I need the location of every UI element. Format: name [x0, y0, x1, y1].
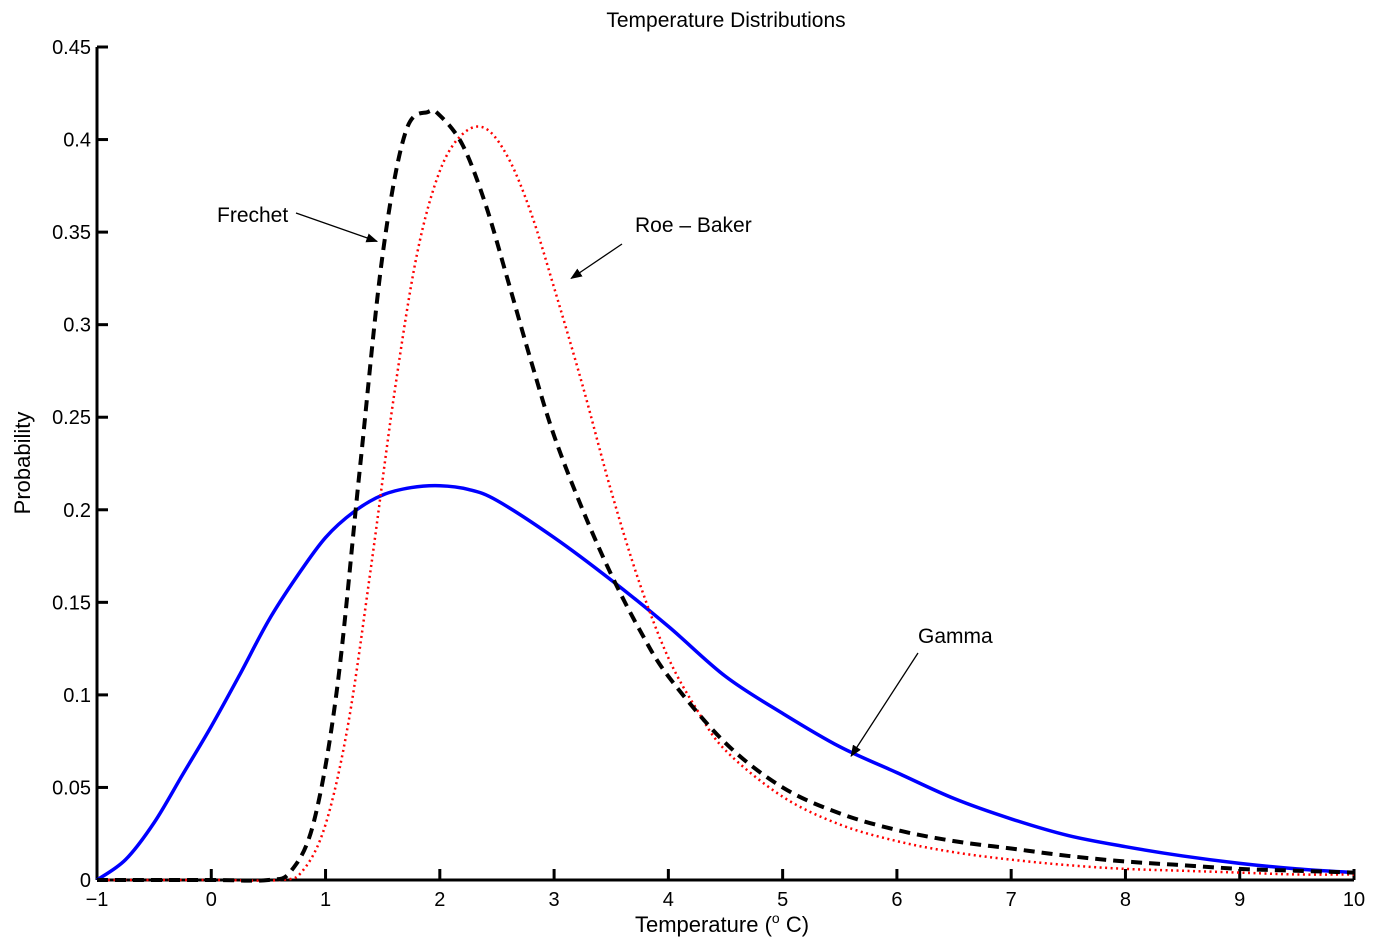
annotation-arrow: [570, 243, 623, 280]
y-tick-label: 0.25: [52, 407, 91, 429]
x-tick-label: 3: [549, 889, 560, 911]
y-tick-label: 0.1: [63, 685, 91, 707]
y-tick-label: 0.35: [52, 222, 91, 244]
y-tick-label: 0.2: [63, 500, 91, 522]
x-ticks: −1 0 1 2 3 4 5 6 7 8 9 10: [86, 869, 1365, 911]
y-tick-label: 0: [80, 870, 91, 892]
y-ticks: 0 0.05 0.1 0.15 0.2 0.25 0.3 0.35 0.4 0.45: [52, 37, 108, 892]
y-tick-label: 0.45: [52, 37, 91, 59]
annotation-arrow: [295, 212, 379, 243]
y-tick-label: 0.3: [63, 315, 91, 337]
x-tick-label: 0: [206, 889, 217, 911]
chart-title: Temperature Distributions: [606, 9, 845, 32]
x-tick-label: 6: [891, 889, 902, 911]
x-tick-label: 5: [777, 889, 788, 911]
annotation-layer: Frechet Roe – Baker Gamma: [217, 204, 993, 757]
axes: [95, 47, 1354, 882]
annotation-label: Frechet: [217, 204, 288, 227]
x-tick-label: 4: [663, 889, 674, 911]
series-line-frechet: [97, 108, 1355, 883]
series-line-gamma: [95, 483, 1355, 882]
y-tick-label: 0.15: [52, 592, 91, 614]
x-axis-label-degree: o: [772, 910, 780, 926]
x-axis-label-text: Temperature (: [635, 912, 773, 937]
x-axis-label-unit: C): [780, 912, 809, 937]
y-axis-label: Probability: [10, 412, 35, 515]
x-axis-label: Temperature (o C): [635, 910, 809, 937]
x-tick-label: 9: [1234, 889, 1245, 911]
x-tick-label: 2: [434, 889, 445, 911]
y-tick-label: 0.4: [63, 130, 91, 152]
series-line-roe-baker: [97, 125, 1355, 882]
x-tick-label: 8: [1120, 889, 1131, 911]
annotation-label: Gamma: [918, 625, 993, 648]
x-tick-label: 1: [320, 889, 331, 911]
x-tick-label: −1: [86, 889, 109, 911]
series-layer: [95, 108, 1355, 883]
annotation-arrow: [850, 652, 919, 757]
x-tick-label: 7: [1006, 889, 1017, 911]
y-tick-label: 0.05: [52, 777, 91, 799]
annotation-label: Roe – Baker: [635, 214, 752, 237]
x-tick-label: 10: [1343, 889, 1365, 911]
